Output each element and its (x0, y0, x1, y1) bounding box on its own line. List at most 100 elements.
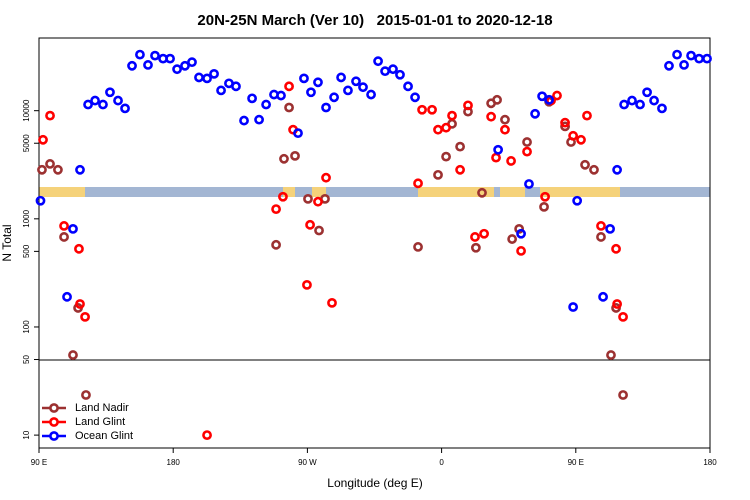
point (560, 121, 570, 132)
x-tick-label: 180 (167, 458, 181, 467)
point (150, 50, 160, 61)
y-tick-label: 10 (22, 430, 31, 439)
point (388, 64, 398, 75)
point (293, 128, 303, 139)
point (427, 104, 437, 115)
point (81, 390, 91, 400)
chart-title: 20N-25N March (Ver 10) 2015-01-01 to 202… (197, 12, 552, 29)
point (276, 90, 286, 101)
point (113, 95, 123, 106)
y-tick-label: 10000 (22, 99, 31, 122)
point (35, 195, 46, 206)
point (470, 242, 481, 253)
point (572, 195, 583, 206)
point (537, 91, 548, 102)
point (38, 134, 48, 145)
point (413, 242, 423, 252)
point (336, 72, 346, 83)
x-tick-label: 90 E (31, 458, 47, 467)
point (619, 99, 630, 110)
point (506, 156, 516, 166)
point (679, 60, 689, 70)
series (38, 81, 628, 441)
point (239, 115, 249, 126)
point (45, 159, 55, 169)
point (187, 57, 197, 68)
point (500, 124, 510, 135)
point (568, 302, 579, 312)
point (539, 201, 549, 212)
point (68, 223, 78, 234)
point (209, 68, 219, 79)
point (327, 297, 337, 308)
point (433, 169, 443, 180)
point (686, 50, 696, 61)
point (500, 114, 510, 125)
x-tick-label: 90 W (298, 458, 317, 467)
point (261, 99, 271, 110)
point (53, 164, 63, 175)
point (231, 81, 241, 92)
point (302, 279, 312, 290)
point (271, 204, 281, 215)
point (358, 82, 368, 93)
point (470, 232, 480, 242)
legend-marker (49, 431, 59, 441)
point (98, 99, 108, 110)
point (313, 77, 323, 88)
x-tick-label: 0 (439, 458, 444, 467)
point (477, 187, 487, 198)
point (306, 87, 316, 98)
point (560, 117, 570, 128)
legend-marker (49, 403, 59, 413)
point (516, 228, 526, 239)
series (35, 49, 712, 312)
point (165, 53, 175, 64)
point (74, 243, 84, 254)
point (279, 153, 289, 164)
plot-frame (38, 37, 711, 449)
point (606, 350, 616, 360)
surface-band (39, 187, 710, 197)
point (618, 311, 628, 322)
point (642, 87, 652, 98)
legend-label: Land Nadir (75, 402, 129, 414)
y-axis-title: N Total (0, 224, 14, 261)
point (552, 90, 562, 101)
point (447, 110, 457, 121)
point (37, 164, 47, 175)
point (514, 223, 525, 234)
point (68, 350, 78, 360)
point (172, 64, 182, 75)
point (611, 243, 621, 254)
land-band (500, 187, 525, 197)
point (59, 232, 69, 242)
point (589, 164, 599, 175)
point (329, 92, 339, 103)
point (403, 81, 413, 92)
point (413, 178, 423, 189)
point (254, 114, 264, 125)
point (657, 103, 667, 114)
y-tick-label: 500 (22, 244, 31, 258)
point (410, 92, 420, 103)
point (321, 102, 331, 113)
point (135, 49, 145, 60)
point (582, 110, 592, 121)
point (314, 225, 324, 236)
land-band (312, 187, 326, 197)
point (516, 246, 526, 256)
y-tick-label: 50 (22, 355, 31, 364)
point (522, 137, 532, 147)
point (180, 60, 190, 71)
point (664, 60, 674, 71)
point (247, 93, 257, 104)
point (83, 99, 93, 110)
point (321, 172, 331, 183)
point (672, 49, 682, 60)
land-band (283, 187, 295, 197)
point (284, 102, 294, 113)
point (635, 99, 645, 110)
